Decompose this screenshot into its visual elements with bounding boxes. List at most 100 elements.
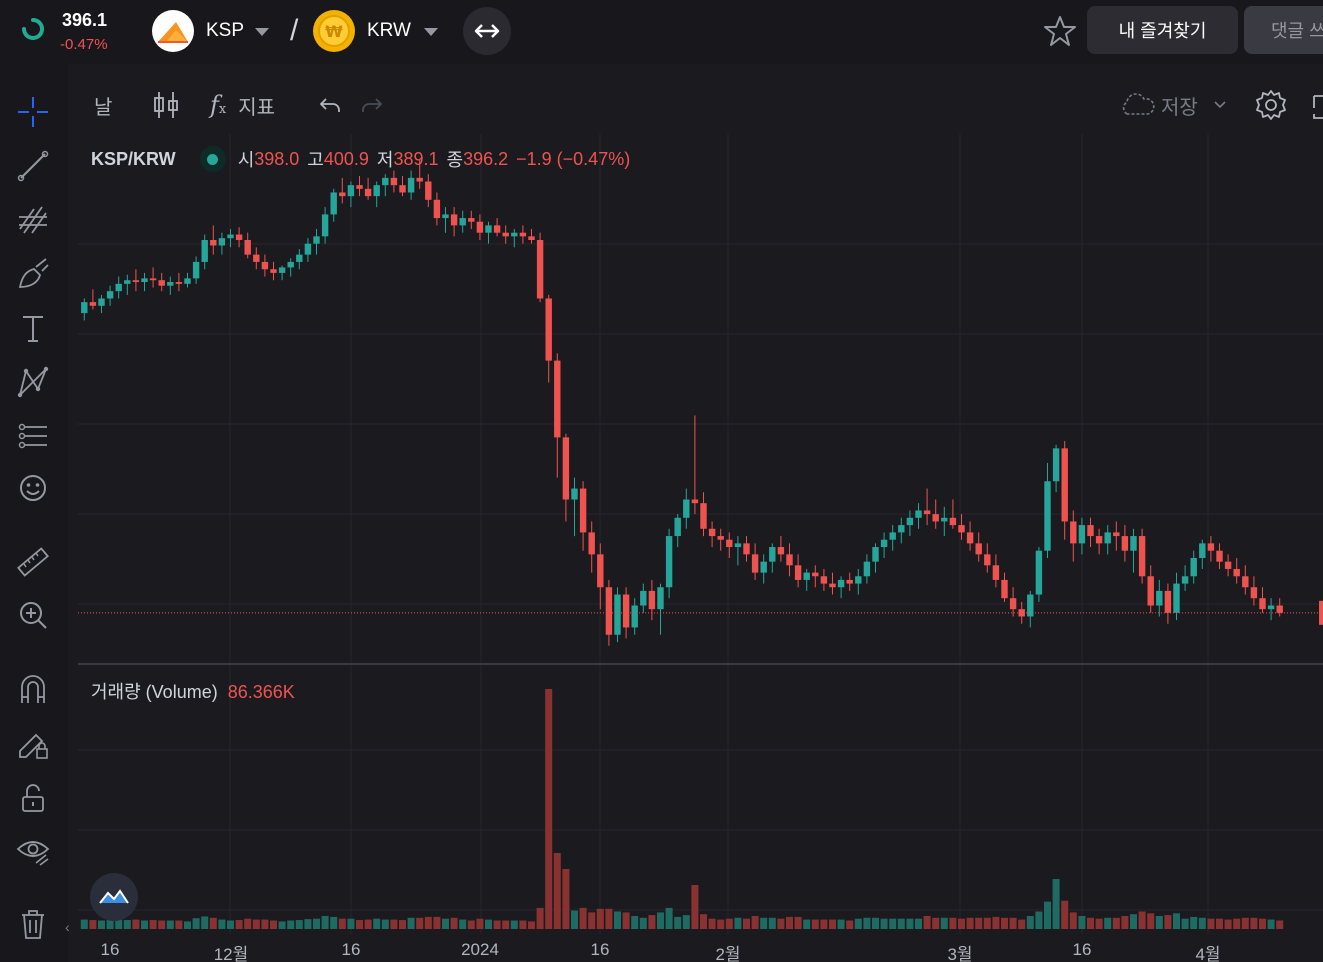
volume-bar [863, 917, 871, 929]
candle-body [984, 554, 991, 566]
volume-label[interactable]: 거래량 (Volume) [91, 682, 218, 702]
pattern-icon[interactable] [13, 362, 53, 402]
candle-body [863, 561, 871, 577]
price-chart[interactable] [78, 134, 1323, 934]
volume-bar [1087, 917, 1094, 929]
candle-body [932, 514, 939, 522]
volume-bar [141, 920, 148, 929]
volume-bar [1061, 900, 1069, 929]
candlestick-icon[interactable] [152, 84, 180, 126]
candle-body [1113, 532, 1120, 537]
volume-bar [132, 919, 140, 929]
quote-dropdown-caret-icon[interactable] [424, 28, 438, 36]
volume-bar [923, 916, 931, 929]
undo-icon[interactable] [318, 84, 342, 126]
x-axis-label: 3월 [947, 945, 973, 962]
volume-bar [1018, 919, 1026, 929]
collapse-toolbar-icon[interactable]: ‹ [65, 919, 70, 935]
lock-drawing-icon[interactable] [13, 724, 53, 764]
candle-body [640, 590, 647, 606]
x-axis-label: 12월 [213, 945, 249, 962]
ruler-icon[interactable] [13, 542, 53, 582]
candle-body [605, 587, 613, 635]
volume-bar [588, 912, 596, 929]
candle-body [1078, 525, 1086, 544]
candle-body [597, 554, 604, 588]
candle-body [683, 499, 690, 518]
base-dropdown-caret-icon[interactable] [255, 28, 269, 36]
ksp-coin-icon[interactable] [152, 10, 194, 52]
volume-bar [192, 918, 200, 929]
text-icon[interactable] [13, 308, 53, 348]
volume-bar [975, 917, 983, 929]
volume-bar [605, 908, 613, 929]
brush-icon[interactable] [13, 254, 53, 294]
volume-bar [708, 918, 716, 929]
favorites-button[interactable]: 내 즐겨찾기 [1087, 6, 1238, 54]
volume-bar [648, 915, 656, 929]
volume-bar [811, 919, 819, 929]
candle-body [528, 236, 535, 240]
redo-icon[interactable] [360, 84, 384, 126]
candle-body [743, 543, 750, 555]
trend-line-icon[interactable] [13, 146, 53, 186]
candle-body [132, 280, 140, 283]
status-dot-icon [199, 146, 226, 172]
zoom-in-icon[interactable] [13, 595, 53, 635]
base-currency-label[interactable]: KSP [206, 20, 245, 41]
volume-bar [837, 919, 845, 929]
candle-body [468, 218, 475, 222]
emoji-icon[interactable] [13, 468, 53, 508]
candle-body [1276, 605, 1283, 613]
candle-body [373, 185, 380, 197]
volume-bar [1138, 911, 1146, 929]
swap-pair-button[interactable] [463, 7, 511, 55]
volume-bar [175, 920, 183, 929]
interval-button[interactable]: 날 [94, 96, 113, 119]
volume-bar [459, 919, 467, 929]
magnet-icon[interactable] [13, 670, 53, 710]
candle-body [975, 543, 982, 555]
crosshair-icon[interactable] [13, 92, 53, 132]
volume-bar [889, 918, 897, 929]
forecast-icon[interactable] [13, 416, 53, 456]
won-coin-icon[interactable]: ₩ [313, 10, 355, 52]
candle-body [407, 177, 415, 193]
candle-body [227, 234, 234, 239]
candle-body [614, 594, 621, 635]
gear-icon[interactable] [1254, 84, 1288, 126]
star-icon[interactable] [1043, 14, 1077, 48]
unlock-icon[interactable] [13, 778, 53, 818]
quote-currency-label[interactable]: KRW [367, 20, 411, 41]
candle-body [579, 488, 587, 533]
trash-icon[interactable] [13, 904, 53, 944]
candle-body [253, 254, 260, 262]
volume-bar [227, 920, 234, 929]
chevron-down-icon[interactable] [1214, 101, 1226, 109]
volume-bar [1095, 918, 1103, 929]
candle-body [786, 554, 793, 566]
candle-body [416, 177, 423, 182]
indicators-label: 지표 [238, 96, 276, 119]
candle-body [880, 539, 888, 548]
volume-bar [252, 919, 260, 929]
comment-button[interactable]: 댓글 쓰기 [1244, 6, 1323, 54]
volume-bar [983, 917, 991, 929]
candle-body [270, 269, 277, 273]
candle-body [1190, 558, 1197, 577]
brand-logo-icon[interactable] [90, 873, 138, 921]
pitchfork-icon[interactable] [13, 200, 53, 240]
candle-body [364, 188, 372, 197]
legend-symbol[interactable]: KSP/KRW [91, 148, 176, 169]
candle-body [700, 503, 707, 529]
volume-bar [98, 920, 105, 929]
candle-body [1121, 536, 1129, 551]
candle-body [210, 240, 217, 246]
candle-body [726, 539, 733, 548]
indicators-button[interactable]: fx 지표 [210, 84, 275, 126]
fullscreen-icon[interactable] [1308, 84, 1323, 126]
save-button[interactable]: 저장 [1118, 84, 1226, 126]
eye-icon[interactable] [13, 832, 53, 872]
candle-body [89, 302, 97, 306]
volume-bar [1104, 917, 1112, 929]
